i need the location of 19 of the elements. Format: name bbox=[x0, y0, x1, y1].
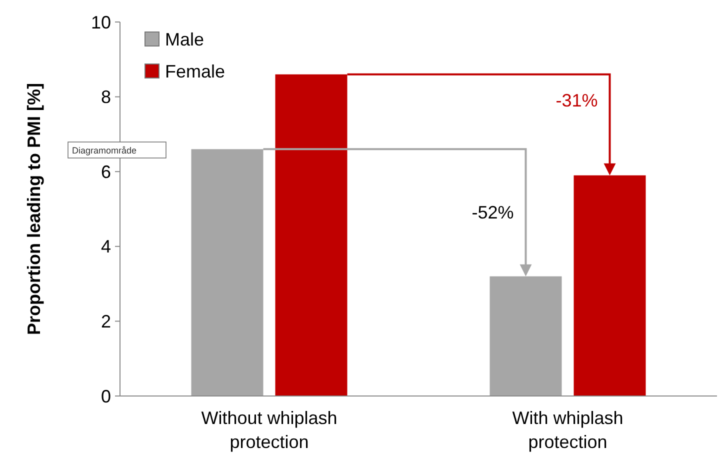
x-tick-label: With whiplash protection bbox=[512, 408, 624, 452]
bar bbox=[191, 149, 264, 396]
annotation: -52% bbox=[472, 202, 514, 223]
y-tick-label: 4 bbox=[100, 236, 111, 257]
bar bbox=[490, 276, 562, 396]
bar bbox=[574, 175, 646, 396]
annotation: Diagramområde bbox=[72, 146, 137, 156]
tooltip-box: Diagramområde bbox=[68, 142, 166, 158]
bar bbox=[275, 74, 348, 396]
y-tick-label: 2 bbox=[100, 312, 111, 332]
y-tick-label: 6 bbox=[100, 162, 111, 182]
annotation: -31% bbox=[556, 90, 598, 110]
y-tick-label: 8 bbox=[100, 87, 111, 108]
y-tick-label: 10 bbox=[90, 12, 111, 32]
legend-label: Male bbox=[165, 29, 204, 50]
y-tick-label: 0 bbox=[100, 386, 111, 406]
legend-label: Female bbox=[165, 61, 226, 82]
y-axis-title: Proportion leading to PMI [%] bbox=[24, 83, 44, 335]
x-tick-label: Without whiplash protection bbox=[201, 408, 338, 452]
